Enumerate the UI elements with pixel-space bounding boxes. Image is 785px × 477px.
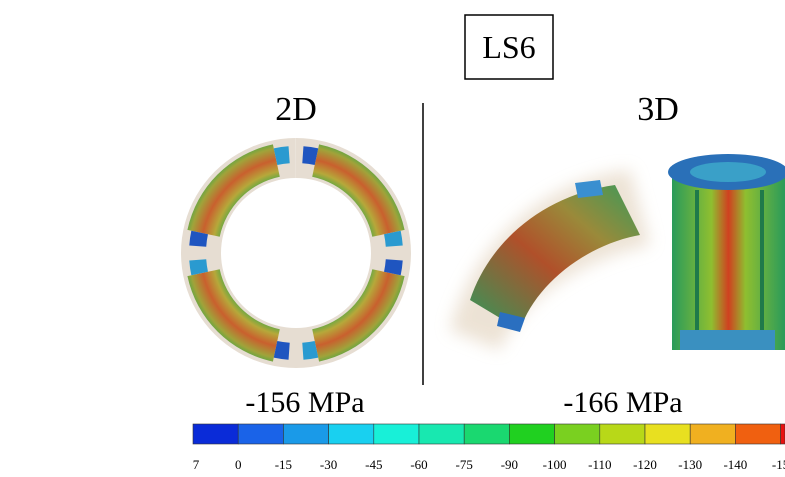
colorbar-tick-label: -120 <box>633 457 657 472</box>
panel-label: 3D <box>637 91 679 128</box>
colorbar-segment <box>283 424 328 444</box>
colorbar-segment <box>464 424 509 444</box>
colorbar-tick-label: -15 <box>275 457 292 472</box>
title: LS6 <box>482 29 535 65</box>
colorbar-tick-label: -30 <box>320 457 337 472</box>
stress-label: -166 MPa <box>563 386 682 419</box>
colorbar-tick-label: -130 <box>678 457 702 472</box>
colorbar-tick-label: -110 <box>588 457 611 472</box>
colorbar-segment <box>645 424 690 444</box>
colorbar-tick-label: 7 <box>193 457 200 472</box>
colorbar-segment <box>329 424 374 444</box>
colorbar-segment <box>600 424 645 444</box>
figure: LS6 2D 3D -156 MPa -166 MPa 7 0 -15 -30 -45 -… <box>0 0 785 477</box>
colorbar-tick-label: -90 <box>501 457 518 472</box>
colorbar-segment <box>193 424 238 444</box>
colorbar-tick-label: -15 <box>772 457 785 472</box>
colorbar-segment <box>781 424 785 444</box>
colorbar-segment <box>419 424 464 444</box>
colorbar: 7 0 -15 -30 -45 -60 -75 -90 -100 -110 -120 -130 -140… <box>193 424 785 472</box>
colorbar-segment <box>690 424 735 444</box>
colorbar-tick-label: -75 <box>456 457 473 472</box>
cylinder-3d <box>668 154 785 350</box>
stress-label: -156 MPa <box>245 386 364 419</box>
colorbar-segment <box>735 424 780 444</box>
colorbar-tick-label: -60 <box>410 457 427 472</box>
colorbar-tick-label: -100 <box>543 457 567 472</box>
wedge-3d <box>450 170 650 350</box>
ring-base <box>181 138 411 368</box>
ring-2d <box>181 138 411 368</box>
colorbar-tick-label: 0 <box>235 457 242 472</box>
colorbar-segment <box>374 424 419 444</box>
panel-label: 2D <box>275 91 317 128</box>
colorbar-segment <box>509 424 554 444</box>
colorbar-segment <box>238 424 283 444</box>
colorbar-tick-label: -140 <box>723 457 747 472</box>
colorbar-tick-label: -45 <box>365 457 382 472</box>
colorbar-segment <box>555 424 600 444</box>
